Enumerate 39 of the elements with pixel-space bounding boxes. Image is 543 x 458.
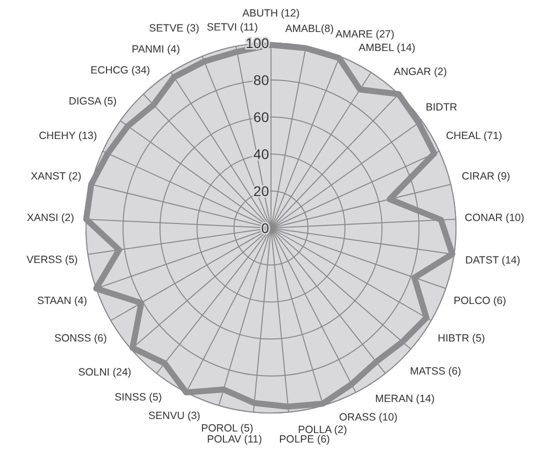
- spoke-label: DATST (14): [465, 254, 520, 267]
- spoke-label: SETVI (11): [206, 22, 258, 34]
- spoke-label: STAAN (4): [37, 294, 88, 307]
- spoke-label: POLAV (11): [206, 434, 262, 446]
- spoke-label: POROL (5): [201, 422, 254, 435]
- spoke-label: SENVU (3): [148, 410, 200, 422]
- spoke-label: ANGAR (2): [394, 66, 447, 78]
- spoke-label: MERAN (14): [375, 392, 435, 405]
- spoke-label: AMBEL (14): [358, 42, 416, 54]
- spoke-label: BIDTR: [426, 101, 458, 114]
- spoke-label: CONAR (10): [464, 212, 524, 224]
- spoke-label: POLPE (6): [279, 434, 330, 446]
- spoke-label: SOLNI (24): [78, 366, 132, 379]
- spoke-label: MATSS (6): [410, 365, 462, 378]
- spoke-label: DIGSA (5): [68, 96, 117, 108]
- spoke-label: XANSI (2): [26, 212, 74, 224]
- spoke-label: CHEHY (13): [38, 130, 98, 142]
- spoke-label: HIBTR (5): [438, 332, 486, 345]
- spoke-label: ABUTH (12): [242, 8, 300, 20]
- spoke-label: SONSS (6): [54, 332, 107, 345]
- spoke-label: CHEAL (71): [446, 130, 502, 142]
- spoke-label: ECHCG (34): [90, 64, 150, 77]
- spoke-label: ORASS (10): [339, 411, 398, 424]
- spoke-label: SINSS (5): [114, 391, 162, 404]
- spoke-label: VERSS (5): [26, 254, 78, 266]
- y-tick-label: 100: [246, 35, 270, 51]
- y-tick-label: 20: [253, 183, 270, 199]
- y-tick-label: 0: [261, 220, 270, 236]
- spoke-label: CIRAR (9): [462, 170, 510, 183]
- spoke-label: AMARE (27): [335, 28, 394, 41]
- spoke-label: PANMI (4): [132, 44, 180, 56]
- y-tick-label: 80: [253, 72, 270, 88]
- spoke-label: AMABL(8): [285, 22, 334, 35]
- y-tick-label: 60: [253, 109, 270, 125]
- spoke-label: SETVE (3): [149, 22, 200, 34]
- spoke-label: POLCO (6): [454, 294, 506, 307]
- spoke-label: POLLA (2): [298, 424, 348, 436]
- y-tick-label: 40: [253, 146, 270, 162]
- spoke-label: XANST (2): [30, 170, 82, 183]
